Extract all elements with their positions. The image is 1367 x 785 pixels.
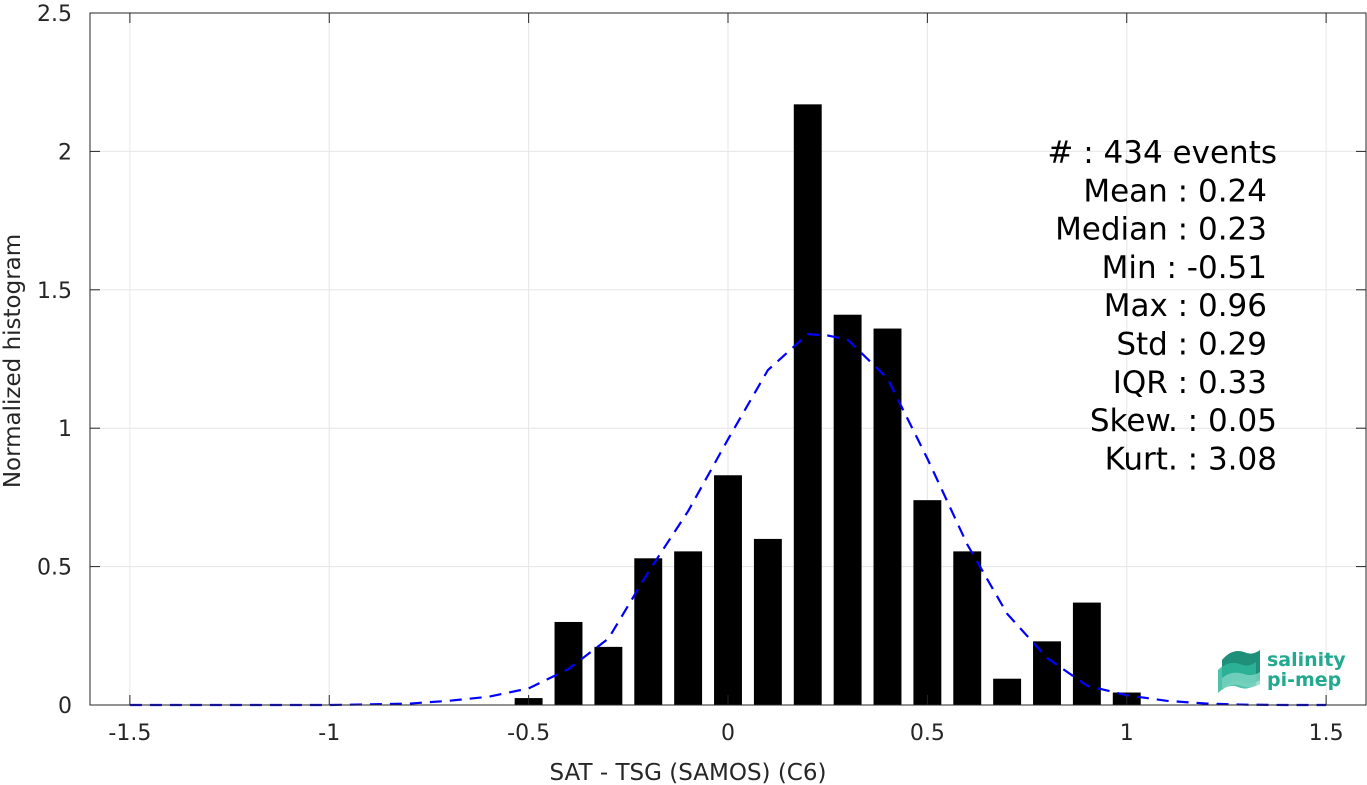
x-tick-labels: -1.5 -1 -0.5 0 0.5 1 1.5 [108,721,1343,746]
stat-line: # : 434 events [1047,135,1277,171]
x-axis-label: SAT - TSG (SAMOS) (C6) [550,760,827,785]
histogram-bar [634,558,663,705]
x-tick-label: -1 [318,721,340,746]
histogram-bar [913,500,942,705]
y-tick-label: 1.5 [37,279,72,304]
ticks [90,12,1366,706]
histogram-bar [833,314,862,705]
histogram-bar [1072,602,1101,705]
histogram-bar [594,646,623,705]
y-tick-labels: 0 0.5 1 1.5 2 2.5 [37,2,72,719]
x-tick-label: 1.5 [1309,721,1344,746]
stat-line: Mean : 0.24 [1083,173,1267,209]
x-tick-label: -1.5 [108,721,151,746]
logo-text-line1: salinity [1267,649,1346,671]
x-tick-label: 0 [721,721,735,746]
stat-line: Median : 0.23 [1055,212,1267,248]
x-tick-label: 0.5 [910,721,945,746]
x-tick-label: -0.5 [507,721,550,746]
histogram-bar [674,551,703,705]
y-axis-label: Normalized histogram [0,234,26,488]
histogram-bar [753,538,782,705]
y-tick-label: 0 [58,694,72,719]
stat-line: IQR : 0.33 [1113,365,1267,401]
histogram-bar [873,328,902,705]
salinity-pi-mep-logo: salinity pi-mep [1218,649,1346,693]
x-tick-label: 1 [1120,721,1134,746]
histogram-bar [993,678,1022,705]
stat-line: Skew. : 0.05 [1090,403,1277,439]
y-tick-label: 1 [58,417,72,442]
histogram-bar [953,551,982,705]
stat-line: Kurt. : 3.08 [1105,441,1277,477]
y-tick-label: 2 [58,140,72,165]
y-tick-label: 0.5 [37,556,72,581]
histogram-bar [793,104,822,706]
histogram-bar [554,621,583,705]
stat-line: Min : -0.51 [1102,250,1267,286]
y-tick-label: 2.5 [37,2,72,27]
histogram-bar [1033,641,1061,705]
stat-line: Std : 0.29 [1116,327,1267,363]
histogram-bar [714,475,742,705]
wave-logo-icon [1218,650,1260,693]
logo-text-line2: pi-mep [1267,669,1341,691]
bars [514,104,1141,706]
stat-line: Max : 0.96 [1104,288,1267,324]
